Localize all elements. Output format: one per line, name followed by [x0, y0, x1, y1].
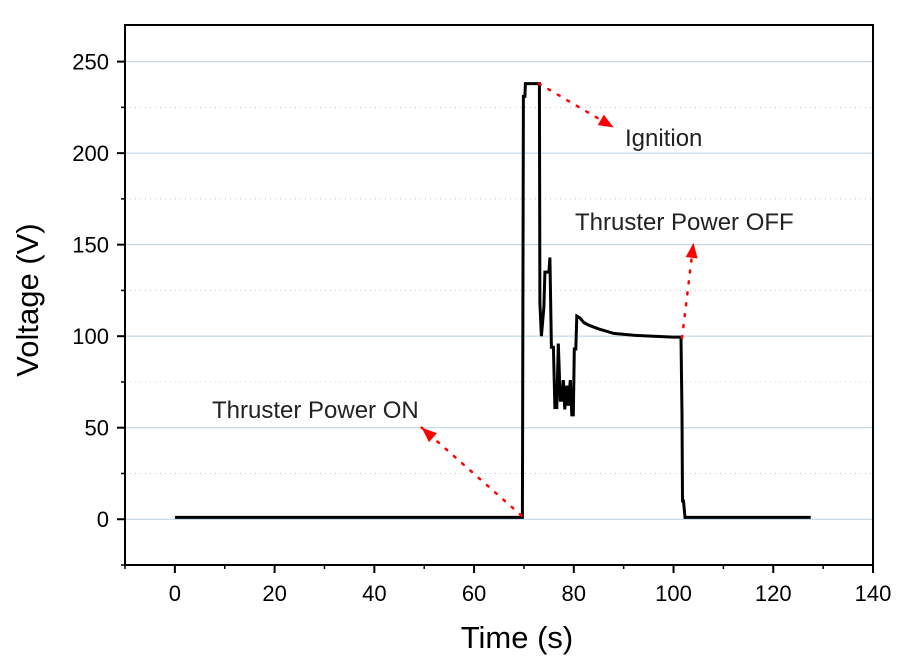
x-tick-label: 140	[855, 581, 892, 606]
annotation-power-on: Thruster Power ON	[212, 397, 419, 424]
y-tick-label: 50	[85, 416, 109, 441]
x-axis: 0 20 40 60 80 100 120 140	[124, 565, 892, 606]
annotation-arrow-line	[537, 82, 615, 129]
x-tick-label: 0	[169, 581, 181, 606]
annotations-layer	[420, 82, 698, 517]
x-tick-label: 60	[462, 581, 486, 606]
x-tick-label: 120	[755, 581, 792, 606]
x-axis-label: Time (s)	[461, 620, 574, 655]
y-tick-label: 0	[97, 507, 109, 532]
plot-frame	[124, 24, 874, 566]
series-layer	[174, 82, 811, 519]
y-tick-label: 100	[72, 324, 109, 349]
arrowhead-icon	[421, 427, 437, 443]
x-tick-label: 80	[562, 581, 586, 606]
y-axis: 0 50 100 150 200 250	[72, 50, 125, 566]
y-tick-label: 250	[72, 50, 109, 75]
arrowhead-icon	[685, 242, 698, 259]
grid	[125, 61, 873, 520]
arrowhead-icon	[597, 114, 614, 128]
y-tick-label: 150	[72, 233, 109, 258]
y-axis-label: Voltage (V)	[10, 223, 45, 376]
annotation-power-off: Thruster Power OFF	[575, 209, 794, 236]
x-tick-label: 20	[262, 581, 286, 606]
x-tick-label: 40	[362, 581, 386, 606]
annotation-ignition: Ignition	[625, 125, 702, 152]
annotation-arrow-line	[680, 241, 695, 340]
x-tick-label: 100	[655, 581, 692, 606]
y-tick-label: 200	[72, 141, 109, 166]
annotation-arrow-line	[420, 426, 523, 517]
series-line-voltage	[174, 82, 811, 519]
